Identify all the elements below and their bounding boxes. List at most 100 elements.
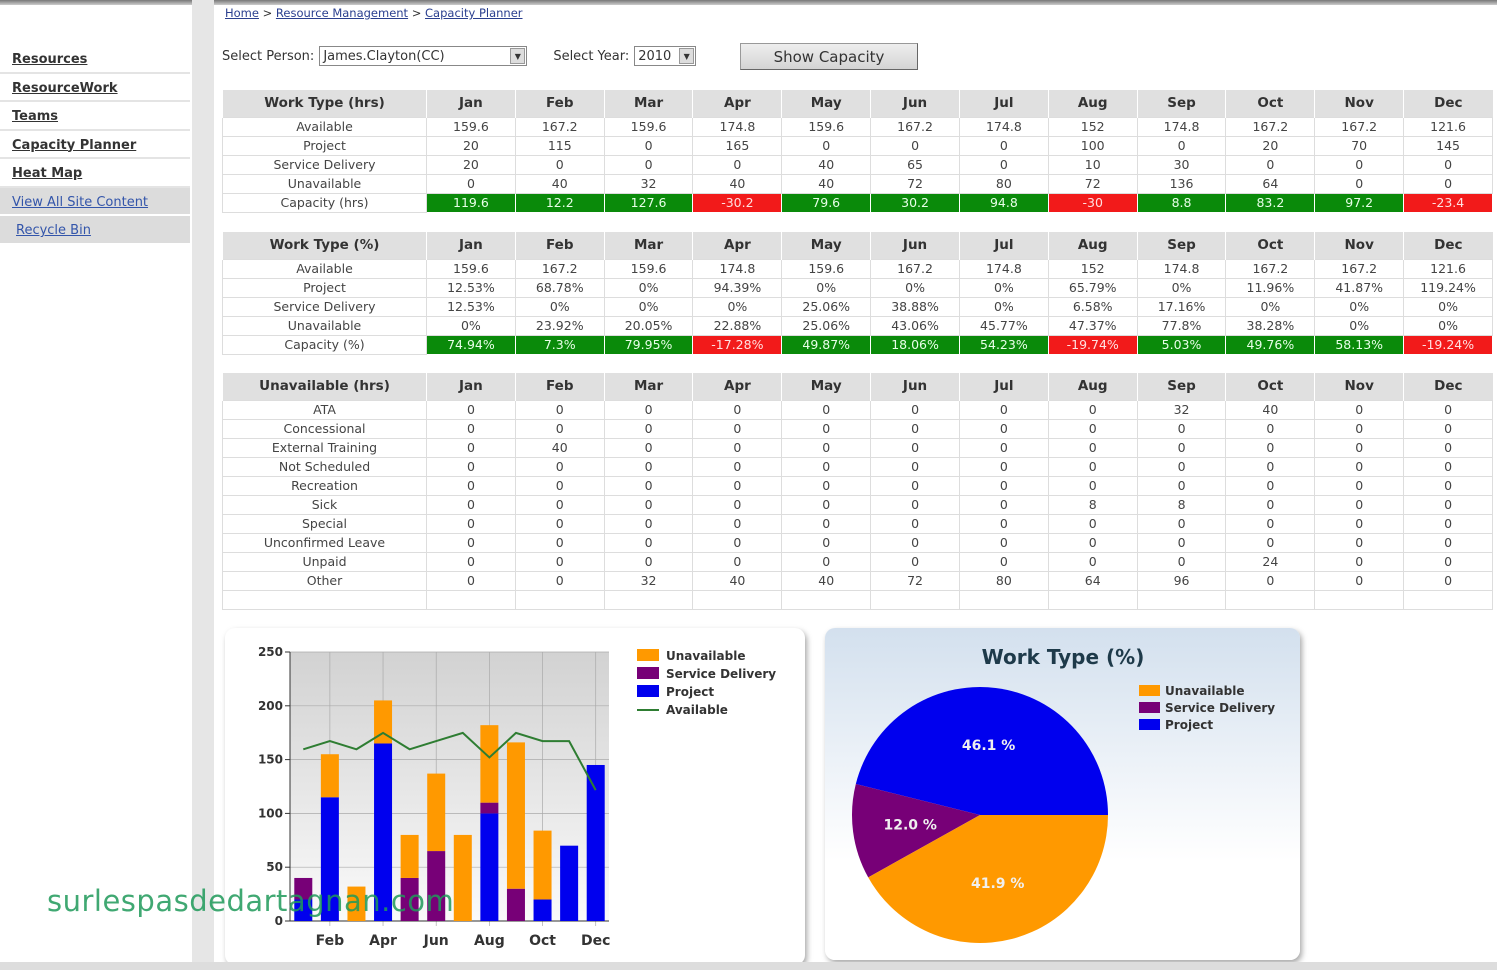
table-cell: 0 — [1403, 513, 1493, 534]
sidebar-item-view-all-site-content[interactable]: View All Site Content — [0, 187, 190, 216]
table-cell: 0 — [958, 154, 1049, 175]
year-select[interactable]: 2010 ▼ — [634, 46, 697, 66]
plot-area — [290, 652, 609, 921]
capacity-cell: 94.8 — [958, 192, 1049, 213]
capacity-cell: 12.2 — [514, 192, 605, 213]
table-cell: 0% — [603, 277, 694, 298]
y-tick-label: 50 — [266, 860, 283, 874]
table-cell: 0 — [1136, 418, 1227, 439]
table-cell: 0 — [1225, 456, 1316, 477]
table-cell: 0 — [1225, 154, 1316, 175]
sidebar-item-heat-map[interactable]: Heat Map — [0, 159, 190, 188]
table-cell: 0 — [870, 551, 960, 572]
bar-unavailable — [427, 773, 446, 852]
capacity-cell: -30.2 — [692, 192, 783, 213]
table-cell: 145 — [1403, 135, 1493, 156]
row-label: Service Delivery — [222, 296, 427, 317]
sidebar-item-teams[interactable]: Teams — [0, 102, 190, 131]
table-cell: 0 — [781, 437, 872, 458]
table-cell: 23.92% — [514, 315, 605, 336]
sidebar-item-resourcework[interactable]: ResourceWork — [0, 74, 190, 102]
table-row: Available 159.6 167.2 159.6 174.8 159.6 167.2 1… — [222, 116, 1493, 137]
month-header: May — [781, 90, 871, 117]
legend-label: Unavailable — [1165, 684, 1244, 698]
table-cell: 0 — [781, 456, 872, 477]
month-header: Dec — [1403, 232, 1493, 259]
table-cell — [426, 589, 516, 610]
table-row: Recreation 0 0 0 0 0 0 0 0 0 0 0 0 — [222, 475, 1493, 496]
chevron-down-icon[interactable]: ▼ — [679, 48, 695, 64]
table-cell: 40 — [781, 154, 872, 175]
month-header: Aug — [1047, 373, 1138, 400]
legend-label: Service Delivery — [666, 667, 776, 681]
legend-swatch — [637, 649, 659, 661]
bar-project — [560, 845, 579, 921]
month-header: Jun — [870, 373, 960, 400]
chevron-down-icon[interactable]: ▼ — [510, 48, 526, 64]
breadcrumb-separator: > — [262, 6, 273, 20]
table-cell: 41.87% — [1314, 277, 1405, 298]
table-cell: 64 — [1225, 173, 1316, 194]
capacity-cell: 79.95% — [603, 334, 694, 355]
table-cell: 0 — [1314, 475, 1405, 496]
sidebar-item-recycle-bin[interactable]: Recycle Bin — [0, 216, 190, 245]
table-cell: 40 — [514, 173, 605, 194]
table-row: Capacity (%) 74.94% 7.3% 79.95% -17.28% 49.87… — [222, 334, 1493, 355]
month-header: Oct — [1225, 232, 1315, 259]
table-cell: 167.2 — [1225, 116, 1316, 137]
row-label: External Training — [222, 437, 427, 458]
capacity-cell: 5.03% — [1136, 334, 1227, 355]
row-label: ATA — [222, 399, 427, 420]
table-cell: 167.2 — [1314, 258, 1405, 279]
show-capacity-button[interactable]: Show Capacity — [740, 43, 918, 70]
table-cell: 0 — [1314, 532, 1405, 553]
table-cell: 0% — [870, 277, 960, 298]
table-cell: 0 — [781, 513, 872, 534]
table-cell: 0 — [1403, 456, 1493, 477]
capacity-cell: -19.74% — [1047, 334, 1138, 355]
month-header: Nov — [1314, 90, 1404, 117]
table-cell: 0 — [603, 475, 694, 496]
table-cell: 0 — [514, 399, 605, 420]
row-label: Not Scheduled — [222, 456, 427, 477]
table-cell: 72 — [1047, 173, 1138, 194]
bar-unavailable — [320, 754, 339, 798]
table-cell: 100 — [1047, 135, 1138, 156]
sidebar-item-resources[interactable]: Resources — [0, 45, 190, 74]
table-cell: 20 — [426, 154, 516, 175]
breadcrumb-resource-management[interactable]: Resource Management — [275, 6, 409, 20]
pie-slice-label: 41.9 % — [971, 876, 1024, 892]
row-label: Unavailable — [222, 173, 427, 194]
month-header: Mar — [603, 232, 693, 259]
table-cell: 174.8 — [692, 258, 783, 279]
capacity-cell: -30 — [1047, 192, 1138, 213]
table-cell: 20 — [1225, 135, 1316, 156]
sidebar-item-capacity-planner[interactable]: Capacity Planner — [0, 131, 190, 159]
table-cell: 0 — [958, 551, 1049, 572]
table-cell: 11.96% — [1225, 277, 1316, 298]
table-cell: 0 — [692, 456, 783, 477]
table-cell — [1225, 589, 1316, 610]
breadcrumb-home[interactable]: Home — [225, 6, 259, 20]
table-cell: 0 — [1136, 513, 1227, 534]
table-cell: 0 — [426, 551, 516, 572]
month-header: Sep — [1136, 232, 1226, 259]
table-cell: 0 — [1314, 513, 1405, 534]
row-label: Concessional — [222, 418, 427, 439]
table-cell — [1403, 589, 1493, 610]
person-select[interactable]: James.Clayton(CC) ▼ — [319, 46, 528, 66]
legend-label: Unavailable — [666, 649, 745, 663]
table-cell: 0 — [1136, 135, 1227, 156]
breadcrumb-capacity-planner[interactable]: Capacity Planner — [425, 6, 523, 20]
table-cell: 0 — [870, 456, 960, 477]
table-cell: 12.53% — [426, 277, 516, 298]
table-cell: 0 — [1225, 418, 1316, 439]
table-cell: 0 — [1403, 437, 1493, 458]
pie-slice-label: 12.0 % — [883, 817, 936, 833]
month-header: Apr — [692, 373, 782, 400]
table-cell: 0 — [426, 513, 516, 534]
table-row: Unavailable 0 40 32 40 40 72 80 72 136 64 0 0 — [222, 173, 1493, 194]
table-cell — [692, 589, 783, 610]
table-cell: 0 — [781, 418, 872, 439]
table-cell: 159.6 — [781, 258, 872, 279]
